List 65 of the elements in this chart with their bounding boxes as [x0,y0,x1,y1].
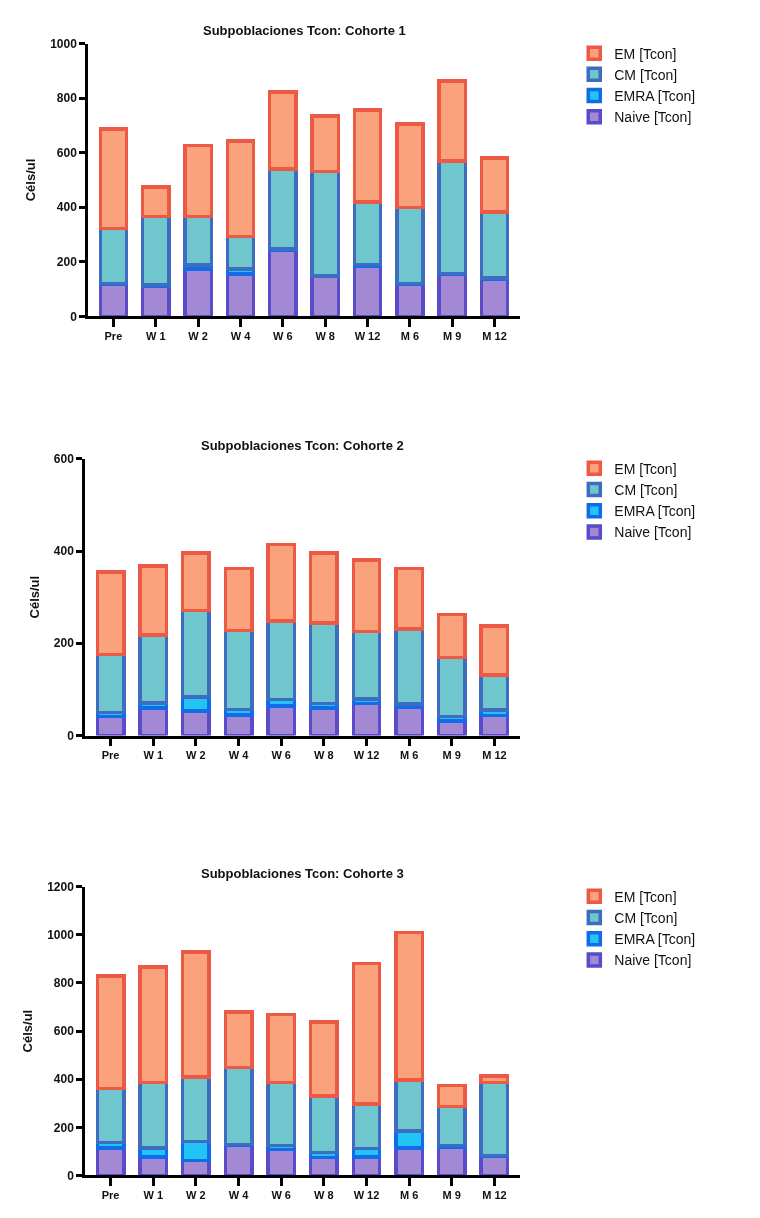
y-tick-label: 800 [56,91,78,106]
y-tick-label: 200 [53,636,75,651]
y-axis-title: Céls/ul [23,158,39,202]
chart-title: Subpoblaciones Tcon: Cohorte 3 [201,866,404,881]
y-tick-label: 800 [53,976,75,991]
y-tick-label: 400 [56,200,78,215]
x-tick-label: M 12 [482,1189,507,1202]
legend-label: EM [Tcon] [614,460,677,477]
x-tick-label: W 6 [271,749,291,762]
x-tick-label: W 12 [353,749,380,762]
x-tick-label: W 8 [314,749,334,762]
x-tick-label: W 2 [186,1189,206,1202]
legend-label: EMRA [Tcon] [614,931,696,948]
legend-label: Naive [Tcon] [614,952,692,969]
x-tick-label: M 6 [399,749,419,762]
x-tick-label: Pre [101,749,120,762]
x-tick-label: M 9 [443,330,462,343]
legend-label: EM [Tcon] [614,45,677,62]
y-tick-label: 200 [53,1120,75,1135]
legend-label: CM [Tcon] [614,481,678,498]
x-tick-label: W 1 [143,749,164,762]
x-tick-label: M 12 [482,749,507,762]
x-tick-label: M 9 [442,1189,461,1202]
y-tick-label: 0 [67,1168,75,1183]
y-tick-label: 600 [56,145,78,160]
x-tick-label: W 4 [228,749,250,762]
y-tick-label: 600 [53,451,75,466]
x-tick-label: M 6 [399,1189,419,1202]
y-tick-label: 600 [53,1024,75,1039]
x-tick-label: W 12 [354,330,381,343]
y-tick-label: 1000 [50,36,78,51]
y-tick-label: 400 [53,1072,75,1087]
x-tick-label: W 6 [271,1189,291,1202]
chart-title: Subpoblaciones Tcon: Cohorte 1 [203,23,406,38]
legend-label: Naive [Tcon] [614,109,692,126]
x-tick-label: W 8 [314,1189,334,1202]
x-tick-label: Pre [101,1189,120,1202]
y-axis-title: Céls/ul [26,575,42,619]
y-tick-label: 1000 [47,928,75,943]
legend-label: CM [Tcon] [614,66,678,83]
y-tick-label: 400 [53,544,75,559]
legend-label: Naive [Tcon] [614,524,692,541]
legend-label: EMRA [Tcon] [614,88,696,105]
y-tick-label: 0 [70,309,78,324]
x-tick-label: W 2 [188,330,208,343]
x-tick-label: M 9 [442,749,461,762]
x-tick-label: W 4 [230,330,252,343]
y-tick-label: 1200 [47,879,75,894]
legend-label: EM [Tcon] [614,888,677,905]
x-tick-label: W 8 [315,330,335,343]
chart-title: Subpoblaciones Tcon: Cohorte 2 [201,438,404,453]
y-tick-label: 200 [56,255,78,270]
x-tick-label: W 6 [273,330,293,343]
legend-label: EMRA [Tcon] [614,503,696,520]
x-tick-label: W 1 [143,1189,164,1202]
x-tick-label: W 4 [228,1189,250,1202]
x-tick-label: Pre [104,330,123,343]
y-axis-title: Céls/ul [20,1009,36,1053]
x-tick-label: M 12 [482,330,507,343]
x-tick-label: M 6 [400,330,420,343]
x-tick-label: W 2 [186,749,206,762]
x-tick-label: W 1 [145,330,166,343]
legend-label: CM [Tcon] [614,910,678,927]
x-tick-label: W 12 [353,1189,380,1202]
y-tick-label: 0 [67,728,75,743]
